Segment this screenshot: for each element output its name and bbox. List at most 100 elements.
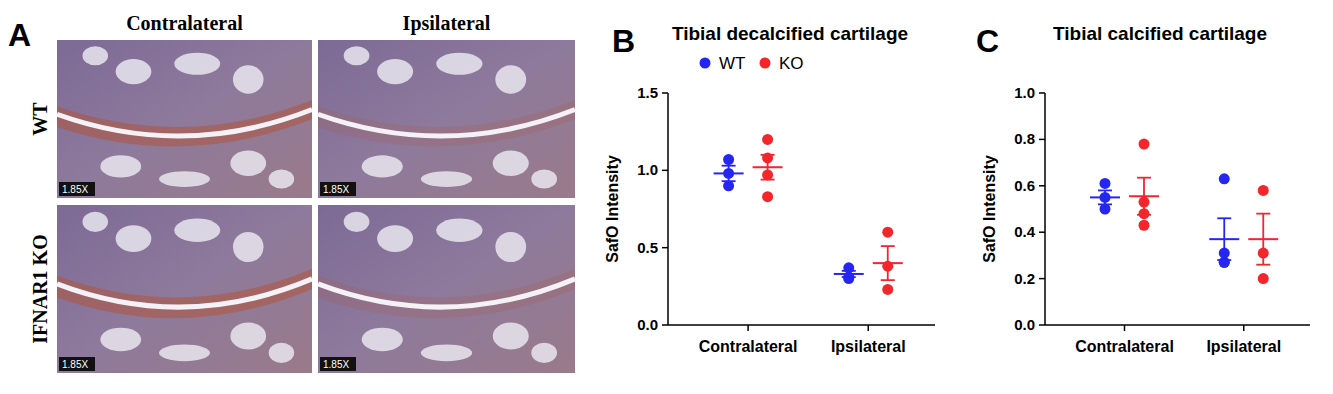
data-point bbox=[762, 134, 773, 145]
data-point bbox=[762, 191, 773, 202]
marrow-space bbox=[159, 344, 210, 361]
marrow-space bbox=[233, 232, 264, 262]
mean-line bbox=[714, 172, 744, 174]
marrow-space bbox=[377, 59, 413, 84]
x-tick-label: Ipsilateral bbox=[1206, 338, 1281, 355]
image-background bbox=[57, 205, 312, 373]
y-tick-label: 0.0 bbox=[637, 316, 658, 333]
error-cap bbox=[761, 154, 775, 156]
y-axis-label: SafO Intensity bbox=[981, 155, 998, 263]
error-cap bbox=[1256, 264, 1270, 266]
error-cap bbox=[881, 245, 895, 247]
marrow-space bbox=[116, 59, 152, 84]
histology-image: 1.85X bbox=[57, 205, 312, 373]
joint-gap bbox=[318, 110, 575, 137]
marrow-space bbox=[344, 46, 370, 65]
data-point bbox=[882, 284, 893, 295]
marrow-space bbox=[493, 151, 529, 176]
mean-line bbox=[1209, 238, 1239, 240]
marrow-space bbox=[495, 65, 526, 93]
marrow-space bbox=[493, 323, 529, 350]
error-cap bbox=[1137, 214, 1151, 216]
marrow-space bbox=[421, 171, 472, 187]
magnification-label: 1.85X bbox=[62, 184, 88, 195]
y-tick bbox=[1039, 139, 1045, 141]
magnification-label: 1.85X bbox=[323, 359, 349, 370]
marrow-space bbox=[531, 343, 557, 363]
data-point bbox=[1258, 185, 1269, 196]
error-cap bbox=[842, 270, 856, 272]
marrow-space bbox=[269, 343, 295, 363]
y-tick bbox=[1039, 185, 1045, 187]
cartilage-band bbox=[318, 269, 575, 318]
marrow-space bbox=[233, 65, 264, 93]
marrow-space bbox=[421, 344, 472, 361]
row-label: IFNAR1 KO bbox=[29, 234, 51, 343]
legend-label: KO bbox=[779, 54, 804, 73]
histology-image: 1.85X bbox=[318, 205, 575, 373]
marrow-space bbox=[100, 328, 141, 352]
error-cap bbox=[1217, 217, 1231, 219]
magnification-label: 1.85X bbox=[323, 184, 349, 195]
error-cap bbox=[722, 180, 736, 182]
error-cap bbox=[1098, 190, 1112, 192]
x-tick bbox=[868, 325, 870, 331]
error-cap bbox=[722, 165, 736, 167]
panel-letter: C bbox=[976, 23, 999, 59]
mean-line bbox=[753, 166, 783, 168]
y-tick-label: 0.6 bbox=[1014, 177, 1035, 194]
error-cap bbox=[1098, 203, 1112, 205]
marrow-space bbox=[531, 170, 557, 189]
data-point bbox=[882, 227, 893, 238]
data-point bbox=[1100, 178, 1111, 189]
marrow-space bbox=[230, 323, 266, 350]
marrow-space bbox=[230, 151, 266, 176]
y-tick bbox=[662, 324, 668, 326]
magnification-box bbox=[59, 357, 95, 371]
y-tick bbox=[1039, 278, 1045, 280]
y-tick-label: 0.0 bbox=[1014, 316, 1035, 333]
y-axis-label: SafO Intensity bbox=[604, 155, 621, 263]
plot-area bbox=[714, 134, 903, 295]
x-tick-label: Contralateral bbox=[699, 338, 798, 355]
image-background bbox=[57, 40, 312, 198]
marrow-space bbox=[436, 218, 482, 242]
x-tick bbox=[1243, 325, 1245, 331]
chart-title: Tibial calcified cartilage bbox=[1053, 23, 1267, 44]
data-point bbox=[1139, 220, 1150, 231]
panel-letter: B bbox=[612, 23, 635, 59]
marrow-space bbox=[362, 155, 403, 177]
data-point bbox=[1219, 173, 1230, 184]
magnification-box bbox=[320, 182, 356, 196]
marrow-space bbox=[269, 170, 295, 189]
data-point bbox=[723, 154, 734, 165]
y-tick-label: 1.0 bbox=[1014, 84, 1035, 101]
legend-label: WT bbox=[719, 54, 745, 73]
cartilage-band bbox=[318, 100, 575, 146]
image-background bbox=[318, 205, 575, 373]
marrow-space bbox=[100, 155, 141, 177]
y-tick bbox=[1039, 231, 1045, 233]
error-cap bbox=[1256, 213, 1270, 215]
x-tick bbox=[1124, 325, 1126, 331]
y-axis-line bbox=[1044, 93, 1046, 325]
y-tick bbox=[1039, 324, 1045, 326]
error-cap bbox=[1137, 177, 1151, 179]
joint-gap bbox=[57, 279, 312, 307]
column-header: Contralateral bbox=[126, 12, 243, 34]
data-point bbox=[1258, 273, 1269, 284]
error-cap bbox=[881, 279, 895, 281]
data-point bbox=[1139, 139, 1150, 150]
y-tick-label: 0.2 bbox=[1014, 270, 1035, 287]
legend-marker bbox=[760, 58, 771, 69]
y-tick-label: 1.0 bbox=[637, 161, 658, 178]
histology-image: 1.85X bbox=[57, 40, 312, 198]
marrow-space bbox=[83, 212, 109, 232]
x-tick-label: Ipsilateral bbox=[831, 338, 906, 355]
y-tick bbox=[1039, 92, 1045, 94]
y-tick-label: 0.4 bbox=[1014, 223, 1036, 240]
legend-marker bbox=[700, 58, 711, 69]
marrow-space bbox=[377, 225, 413, 252]
x-axis-line bbox=[1045, 324, 1310, 326]
marrow-space bbox=[83, 46, 109, 65]
